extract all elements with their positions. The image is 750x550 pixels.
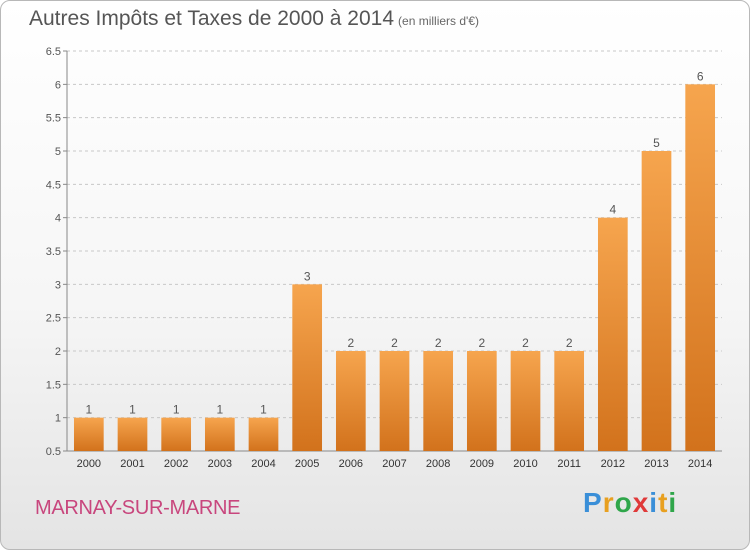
data-label: 2 <box>347 336 354 350</box>
data-label: 2 <box>391 336 398 350</box>
chart-unit: (en milliers d'€) <box>398 14 480 28</box>
y-tick-label: 4.5 <box>46 179 61 191</box>
data-label: 2 <box>522 336 529 350</box>
bar-2012 <box>597 217 628 451</box>
data-label: 2 <box>566 336 573 350</box>
data-label: 2 <box>478 336 485 350</box>
x-tick-label: 2004 <box>251 458 275 470</box>
chart-title: Autres Impôts et Taxes de 2000 à 2014 (en… <box>29 7 479 31</box>
data-label: 6 <box>697 69 704 83</box>
bar-2011 <box>554 351 585 451</box>
bar-2000 <box>73 417 104 451</box>
data-labels: 1 1 1 1 1 3 2 2 2 2 2 2 4 5 6 <box>85 69 703 416</box>
x-tick-label: 2008 <box>426 458 450 470</box>
x-tick-label: 2012 <box>601 458 625 470</box>
x-tick-label: 2013 <box>644 458 668 470</box>
x-tick-label: 2014 <box>688 458 712 470</box>
bar-2003 <box>204 417 235 451</box>
bar-2006 <box>335 351 366 451</box>
data-label: 1 <box>260 403 267 417</box>
x-tick-label: 2003 <box>208 458 232 470</box>
bar-2001 <box>117 417 148 451</box>
bar-2002 <box>161 417 192 451</box>
x-tick-label: 2010 <box>513 458 537 470</box>
y-tick-label: 3.5 <box>46 246 61 258</box>
grid-lines <box>63 50 722 452</box>
bar-2005 <box>292 284 323 451</box>
data-label: 3 <box>304 269 311 283</box>
proxiti-logo: Proxiti <box>583 487 678 518</box>
bar-2010 <box>510 351 541 451</box>
chart-title-text: Autres Impôts et Taxes de 2000 à 2014 <box>29 7 395 30</box>
data-label: 1 <box>129 403 136 417</box>
data-label: 5 <box>653 136 660 150</box>
x-tick-label: 2002 <box>164 458 188 470</box>
x-tick-label: 2006 <box>339 458 363 470</box>
data-label: 2 <box>435 336 442 350</box>
data-label: 4 <box>609 203 616 217</box>
y-tick-label: 6 <box>55 79 61 91</box>
x-tick-label: 2009 <box>470 458 494 470</box>
x-tick-label: 2011 <box>557 458 581 470</box>
y-tick-label: 4 <box>55 213 61 225</box>
data-label: 1 <box>173 403 180 417</box>
x-tick-label: 2007 <box>382 458 406 470</box>
bar-2007 <box>379 351 410 451</box>
y-tick-label: 5.5 <box>46 113 61 125</box>
x-tick-label: 2001 <box>120 458 144 470</box>
data-label: 1 <box>85 403 92 417</box>
bar-2004 <box>248 417 279 451</box>
x-tick-label: 2000 <box>77 458 101 470</box>
y-tick-label: 6.5 <box>46 46 61 58</box>
y-tick-label: 2 <box>55 346 61 358</box>
y-tick-label: 3 <box>55 279 61 291</box>
bar-2013 <box>641 151 672 451</box>
y-tick-label: 1 <box>55 413 61 425</box>
commune-name: MARNAY-SUR-MARNE <box>35 497 241 519</box>
bars <box>73 84 716 451</box>
bar-2008 <box>423 351 454 451</box>
bar-2014 <box>685 84 716 451</box>
bar-2009 <box>466 351 497 451</box>
y-tick-labels: 0.5 1 1.5 2 2.5 3 3.5 4 4.5 5 5.5 6 6.5 <box>46 46 61 458</box>
x-tick-label: 2005 <box>295 458 319 470</box>
y-tick-label: 5 <box>55 146 61 158</box>
x-tick-labels: 2000 2001 2002 2003 2004 2005 2006 2007 2008 2009… <box>77 458 713 470</box>
y-tick-label: 1.5 <box>46 379 61 391</box>
data-label: 1 <box>216 403 223 417</box>
y-tick-label: 0.5 <box>46 446 61 458</box>
y-tick-label: 2.5 <box>46 313 61 325</box>
